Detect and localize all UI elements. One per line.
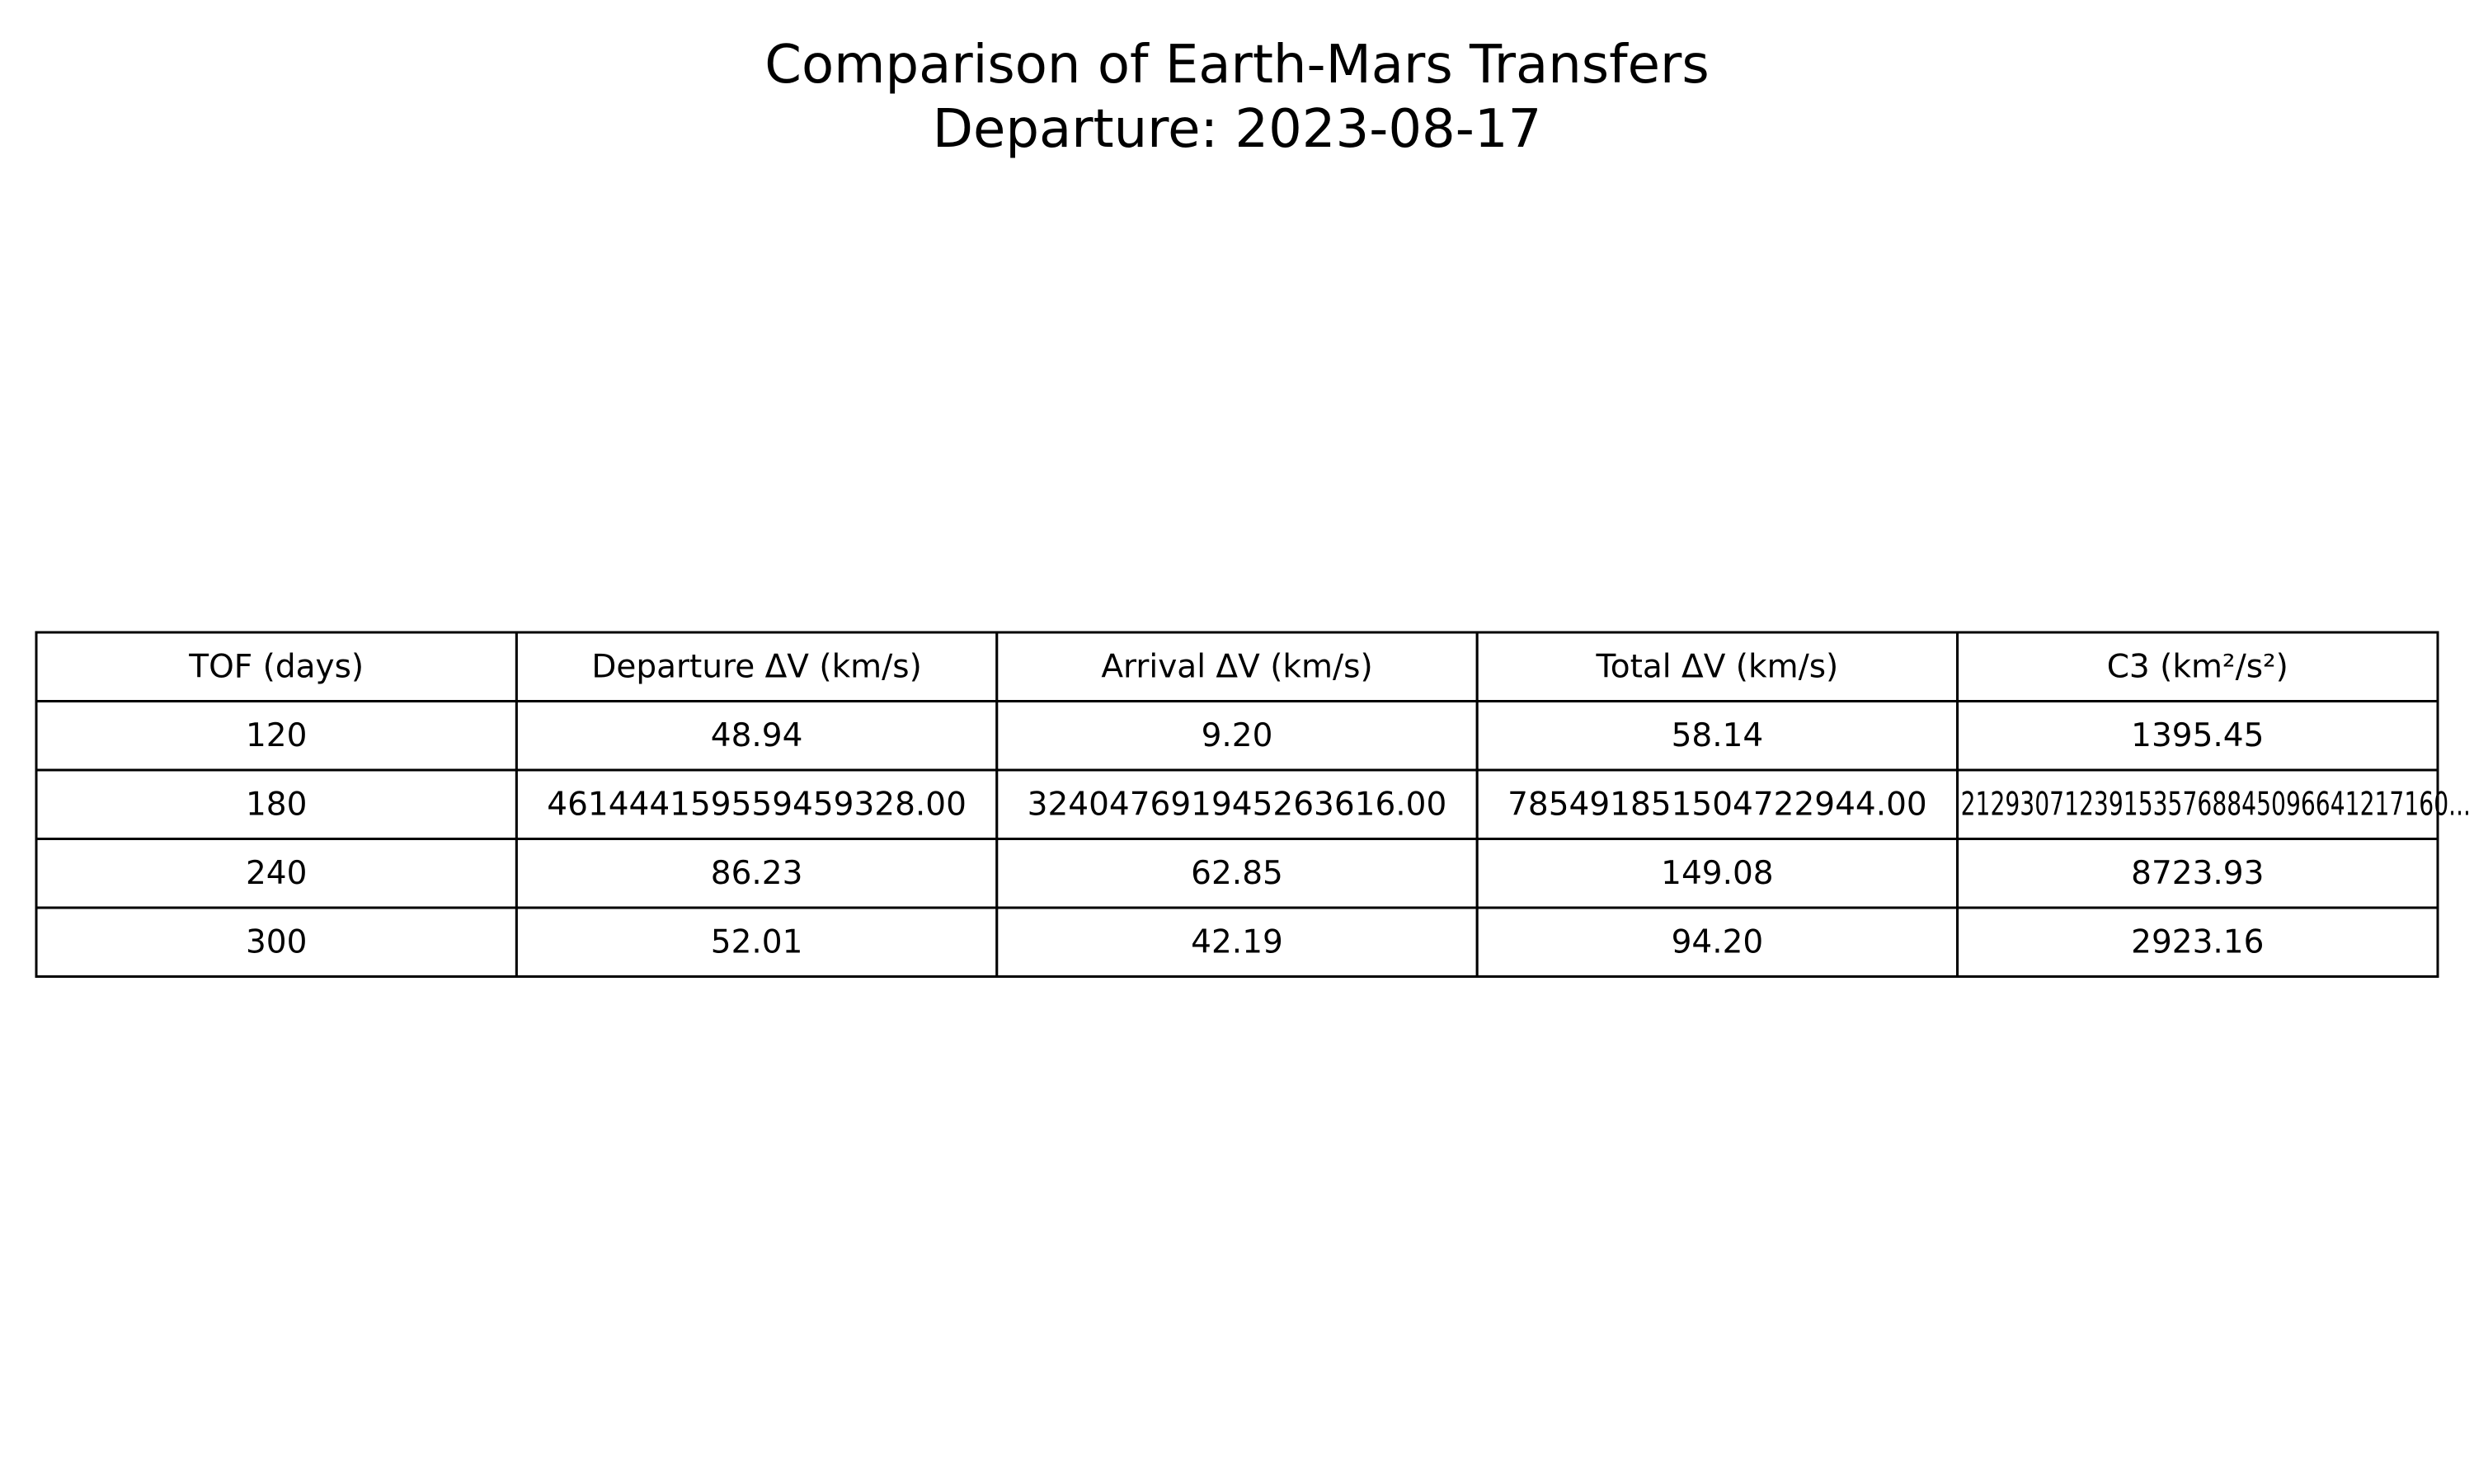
table-cell-border <box>515 838 999 909</box>
header-cell-border <box>1956 631 2439 702</box>
table-cell: 120 <box>246 717 307 754</box>
table-cell-border <box>1475 906 1959 978</box>
column-header: Arrival ΔV (km/s) <box>1101 648 1372 685</box>
table-cell: 48.94 <box>711 717 803 754</box>
table-cell: 785491851504722944.00 <box>1507 786 1927 823</box>
table-cell: 2923.16 <box>2131 923 2264 960</box>
table-cell: 1395.45 <box>2131 717 2264 754</box>
column-header: Departure ΔV (km/s) <box>591 648 922 685</box>
column-header: TOF (days) <box>188 648 364 685</box>
table-cell-border <box>1475 768 1959 840</box>
table-cell: 94.20 <box>1672 923 1764 960</box>
table-cell: 9.20 <box>1202 717 1273 754</box>
column-header: Total ΔV (km/s) <box>1596 648 1839 685</box>
table-cell-border <box>1956 700 2439 772</box>
table-cell: 86.23 <box>711 855 803 892</box>
chart-subtitle: Departure: 2023-08-17 <box>932 99 1542 160</box>
table-cell-border <box>995 906 1479 978</box>
table-cell: 149.08 <box>1661 855 1773 892</box>
table-cell: 324047691945263616.00 <box>1028 786 1447 823</box>
header-cell-border <box>1475 631 1959 702</box>
table-cell: 8723.93 <box>2131 855 2264 892</box>
table-cell: 240 <box>246 855 307 892</box>
table-cell: 52.01 <box>711 923 803 960</box>
table-cell-border <box>35 906 518 978</box>
table-cell-border <box>995 700 1479 772</box>
table-cell: 212930712391535768845096641217160... <box>1961 786 2471 823</box>
table-cell: 42.19 <box>1191 923 1283 960</box>
table-cell: 58.14 <box>1672 717 1764 754</box>
table-cell-border <box>1956 906 2439 978</box>
table-cell-border <box>515 700 999 772</box>
table-cell-border <box>995 838 1479 909</box>
table-cell-border <box>35 768 518 840</box>
table-cell-border <box>35 700 518 772</box>
table-cell-border <box>515 768 999 840</box>
table-cell-border <box>1956 838 2439 909</box>
table-cell: 461444159559459328.00 <box>547 786 967 823</box>
table-cell-border <box>995 768 1479 840</box>
column-header: C3 (km²/s²) <box>2107 648 2288 685</box>
table-cell: 180 <box>246 786 307 823</box>
table-cell: 62.85 <box>1191 855 1283 892</box>
table-cell-border <box>1956 768 2439 840</box>
chart-title: Comparison of Earth-Mars Transfers <box>764 35 1710 96</box>
table-cell: 300 <box>246 923 307 960</box>
